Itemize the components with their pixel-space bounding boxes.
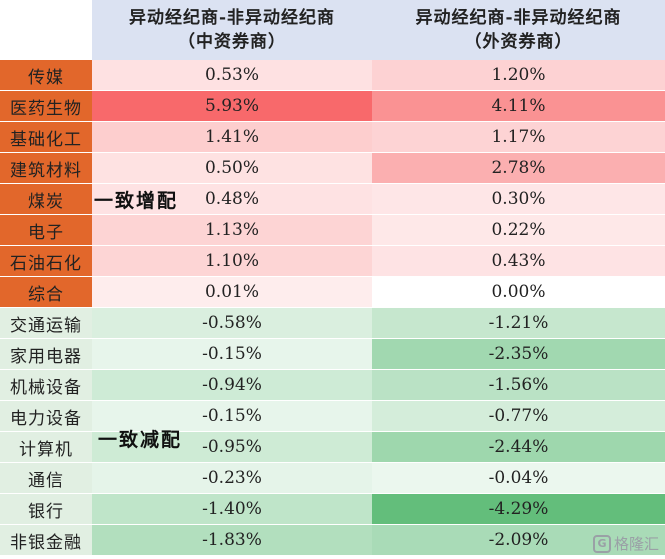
table-row: 通信 -0.23% -0.04% <box>0 463 665 494</box>
domestic-broker-value: 5.93% <box>92 91 372 121</box>
industry-name: 交通运输 <box>0 308 92 338</box>
watermark: G 格隆汇 <box>592 533 659 554</box>
domestic-broker-value: 1.13% <box>92 215 372 245</box>
foreign-broker-value: 0.00% <box>372 277 665 307</box>
foreign-broker-value: -0.77% <box>372 401 665 431</box>
domestic-broker-value: 1.41% <box>92 122 372 152</box>
foreign-broker-value: 0.22% <box>372 215 665 245</box>
foreign-broker-value: -2.35% <box>372 339 665 369</box>
domestic-broker-value: 0.50% <box>92 153 372 183</box>
foreign-broker-value: 0.30% <box>372 184 665 214</box>
foreign-broker-value: -0.04% <box>372 463 665 493</box>
table-row: 基础化工 1.41% 1.17% <box>0 122 665 153</box>
industry-name: 通信 <box>0 463 92 493</box>
header-domestic-line1: 异动经纪商-非异动经纪商 <box>128 8 336 28</box>
foreign-broker-value: -1.56% <box>372 370 665 400</box>
industry-name: 医药生物 <box>0 91 92 121</box>
foreign-broker-value: -2.44% <box>372 432 665 462</box>
industry-name: 银行 <box>0 494 92 524</box>
table-row: 机械设备 -0.94% -1.56% <box>0 370 665 401</box>
header-foreign-brokers: 异动经纪商-非异动经纪商 （外资券商） <box>372 0 665 60</box>
header-foreign-line1: 异动经纪商-非异动经纪商 <box>415 8 622 28</box>
header-domestic-line2: （中资券商） <box>178 32 286 52</box>
consistent-overweight-label: 一致增配 <box>94 190 179 212</box>
table-row: 石油石化 1.10% 0.43% <box>0 246 665 277</box>
foreign-broker-value: -4.29% <box>372 494 665 524</box>
industry-name: 机械设备 <box>0 370 92 400</box>
domestic-broker-value: -0.95% <box>92 432 372 462</box>
foreign-broker-value: 1.20% <box>372 60 665 90</box>
watermark-text: 格隆汇 <box>613 535 659 553</box>
table-row: 医药生物 5.93% 4.11% <box>0 91 665 122</box>
industry-name: 计算机 <box>0 432 92 462</box>
industry-name: 非银金融 <box>0 525 92 555</box>
table-row: 综合 0.01% 0.00% <box>0 277 665 308</box>
domestic-broker-value: -0.58% <box>92 308 372 338</box>
table-row: 传媒 0.53% 1.20% <box>0 60 665 91</box>
industry-name: 煤炭 <box>0 184 92 214</box>
domestic-broker-value: 0.01% <box>92 277 372 307</box>
domestic-broker-value: 1.10% <box>92 246 372 276</box>
table-row: 非银金融 -1.83% -2.09% <box>0 525 665 556</box>
foreign-broker-value: 2.78% <box>372 153 665 183</box>
table-row: 计算机 -0.95% -2.44% <box>0 432 665 463</box>
industry-name: 综合 <box>0 277 92 307</box>
domestic-broker-value: -0.15% <box>92 339 372 369</box>
foreign-broker-value: 4.11% <box>372 91 665 121</box>
table-row: 电子 1.13% 0.22% <box>0 215 665 246</box>
domestic-broker-value: -0.23% <box>92 463 372 493</box>
domestic-broker-value: -1.40% <box>92 494 372 524</box>
industry-name: 石油石化 <box>0 246 92 276</box>
domestic-broker-value: -1.83% <box>92 525 372 555</box>
header-domestic-brokers: 异动经纪商-非异动经纪商 （中资券商） <box>92 0 372 60</box>
domestic-broker-value: 0.53% <box>92 60 372 90</box>
header-blank-cell <box>0 0 92 60</box>
industry-name: 建筑材料 <box>0 153 92 183</box>
foreign-broker-value: 0.43% <box>372 246 665 276</box>
foreign-broker-value: 1.17% <box>372 122 665 152</box>
table-row: 电力设备 -0.15% -0.77% <box>0 401 665 432</box>
industry-name: 电子 <box>0 215 92 245</box>
table-row: 银行 -1.40% -4.29% <box>0 494 665 525</box>
industry-name: 基础化工 <box>0 122 92 152</box>
table-row: 家用电器 -0.15% -2.35% <box>0 339 665 370</box>
industry-name: 传媒 <box>0 60 92 90</box>
table-row: 建筑材料 0.50% 2.78% <box>0 153 665 184</box>
domestic-broker-value: -0.15% <box>92 401 372 431</box>
consistent-underweight-label: 一致减配 <box>98 429 183 451</box>
domestic-broker-value: -0.94% <box>92 370 372 400</box>
industry-table: 传媒 0.53% 1.20% 医药生物 5.93% 4.11% 基础化工 1.41% 1.17%… <box>0 60 665 556</box>
watermark-logo-icon: G <box>592 534 611 553</box>
industry-name: 电力设备 <box>0 401 92 431</box>
domestic-broker-value: 0.48% <box>92 184 372 214</box>
table-row: 煤炭 0.48% 0.30% <box>0 184 665 215</box>
foreign-broker-value: -2.09% <box>372 525 665 555</box>
industry-name: 家用电器 <box>0 339 92 369</box>
table-row: 交通运输 -0.58% -1.21% <box>0 308 665 339</box>
foreign-broker-value: -1.21% <box>372 308 665 338</box>
header-foreign-line2: （外资券商） <box>464 32 573 52</box>
